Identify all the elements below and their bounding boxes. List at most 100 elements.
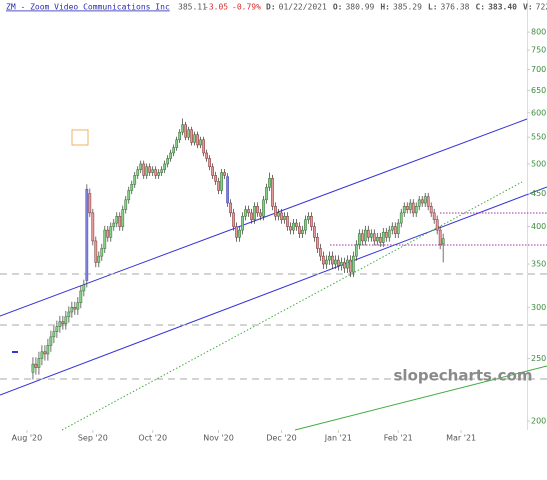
candle-body — [88, 193, 92, 214]
candle-body — [154, 169, 158, 176]
candle-body — [429, 206, 433, 214]
candle-body — [79, 290, 83, 303]
candle-body — [220, 172, 223, 191]
candle-body — [133, 175, 137, 185]
candle-body — [337, 259, 340, 266]
candle-body — [325, 259, 328, 265]
candle-body — [175, 139, 179, 148]
channel-lower — [0, 186, 547, 396]
candle-body — [223, 172, 226, 176]
candle-body — [142, 163, 146, 176]
y-tick-label: 650 — [531, 86, 546, 95]
candle-body — [70, 307, 74, 313]
candle-body — [384, 231, 388, 238]
candle-body — [199, 139, 202, 146]
x-tick-label: Feb '21 — [384, 434, 413, 443]
candle-body — [238, 229, 241, 238]
candle-body — [316, 237, 319, 249]
candle-body — [399, 212, 403, 224]
y-tick-label: 700 — [531, 65, 546, 74]
candle-body — [265, 187, 268, 201]
candle-body — [229, 202, 232, 214]
candle-body — [34, 363, 38, 368]
candle-body — [217, 181, 220, 191]
candle-body — [52, 331, 56, 338]
candle-body — [196, 134, 199, 146]
candle-body — [423, 196, 427, 204]
candle-body — [286, 215, 289, 227]
header-field-value: 722.06 — [536, 3, 547, 12]
candle-body — [393, 226, 397, 234]
candle-body — [100, 248, 104, 257]
header-field-label: V: — [523, 3, 533, 12]
candle-body — [340, 262, 343, 266]
candle-body — [67, 311, 71, 318]
marker-box — [71, 129, 89, 146]
candle-body — [405, 206, 409, 210]
candle-body — [148, 166, 152, 173]
candle-body — [103, 229, 107, 249]
candle-body — [381, 231, 385, 243]
candle-body — [106, 229, 110, 238]
candle-body — [250, 212, 253, 220]
candle-body — [178, 131, 182, 141]
candle-body — [298, 226, 301, 234]
candle-body — [402, 206, 406, 214]
candle-body — [43, 351, 47, 355]
candle-body — [55, 326, 59, 332]
candle-body — [136, 169, 140, 176]
header-field-label: D: — [266, 3, 276, 12]
y-tick-label: 800 — [531, 28, 546, 37]
header-field-label: C: — [475, 3, 485, 12]
candle-body — [169, 152, 173, 159]
candle-body — [277, 212, 280, 217]
candle-body — [328, 255, 331, 261]
candle-body — [274, 206, 277, 217]
candle-body — [304, 219, 307, 231]
candle-body — [205, 152, 208, 159]
candle-body — [301, 229, 304, 234]
candle-body — [420, 199, 424, 204]
x-tick-label: Nov '20 — [203, 434, 234, 443]
candles — [31, 118, 445, 380]
candle-body — [375, 237, 379, 242]
candle-body — [202, 139, 205, 154]
candle-body — [283, 215, 286, 220]
candle-body — [244, 209, 247, 217]
y-tick-label: 450 — [531, 189, 546, 198]
watermark: slopecharts.com — [394, 367, 533, 385]
candle-body — [130, 184, 134, 191]
candle-body — [214, 175, 217, 182]
candle-body — [190, 129, 193, 143]
candle-body — [351, 255, 355, 273]
candle-body — [49, 336, 53, 346]
candle-body — [184, 124, 187, 138]
candle-body — [295, 222, 298, 227]
candle-body — [46, 345, 50, 355]
y-tick-label: 250 — [531, 354, 546, 363]
x-tick-label: Jan '21 — [324, 434, 352, 443]
candle-body — [378, 237, 382, 243]
candle-body — [181, 124, 185, 133]
y-tick-label: 750 — [531, 46, 546, 55]
candle-body — [289, 226, 292, 231]
x-tick-label: Oct '20 — [138, 434, 167, 443]
x-tick-label: Sep '20 — [78, 434, 108, 443]
candle-body — [139, 163, 143, 170]
candle-body — [357, 233, 361, 245]
candle-body — [211, 166, 214, 176]
candle-body — [241, 215, 244, 231]
candle-body — [319, 248, 322, 257]
candle-body — [145, 166, 149, 176]
candle-body — [256, 206, 259, 214]
candle-body — [151, 169, 155, 173]
candle-body — [313, 226, 316, 238]
y-tick-label: 600 — [531, 108, 546, 117]
candle-body — [172, 147, 176, 154]
candle-body — [82, 284, 86, 292]
dotted-trend — [61, 181, 523, 431]
candle-body — [417, 199, 421, 207]
candle-body — [438, 229, 442, 245]
candle-body — [372, 233, 376, 242]
